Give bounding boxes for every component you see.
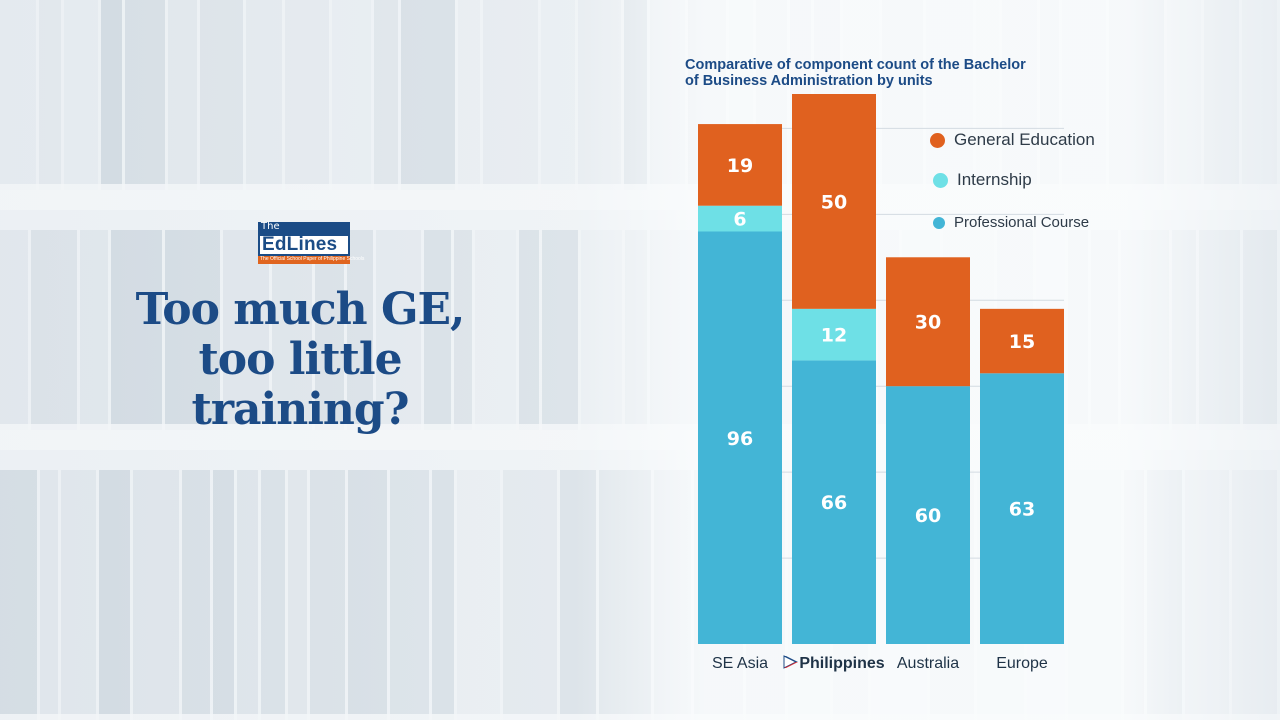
x-tick-label: SE Asia bbox=[712, 655, 768, 672]
bar-segment-internship bbox=[698, 205, 782, 232]
legend-dot-professional-course bbox=[933, 216, 945, 229]
logo-tagline: The Official School Paper of Philippine … bbox=[260, 256, 365, 262]
flag-red-stripe bbox=[784, 662, 798, 668]
flag-blue-stripe bbox=[784, 656, 798, 662]
legend-item-general-education: General Education bbox=[930, 130, 1095, 150]
bar-segment-professional-course bbox=[980, 373, 1064, 644]
chart-title: Comparative of component count of the Ba… bbox=[685, 57, 1105, 89]
bar-segment-general-education bbox=[792, 94, 876, 309]
data-label-general-education: 30 bbox=[915, 312, 941, 334]
headline: Too much GE, too little training? bbox=[90, 285, 510, 435]
logo-the-text: The bbox=[261, 221, 280, 232]
chart-title-line-1: Comparative of component count of the Ba… bbox=[685, 57, 1026, 73]
data-label-internship: 6 bbox=[733, 209, 746, 231]
edlines-logo: The EdLines The Official School Paper of… bbox=[258, 221, 364, 264]
data-label-internship: 12 bbox=[821, 325, 847, 347]
bar-segment-professional-course bbox=[886, 386, 970, 644]
legend-dot-internship bbox=[933, 172, 948, 188]
legend-dot-general-education bbox=[930, 132, 945, 148]
philippines-flag-icon bbox=[783, 655, 798, 669]
data-label-general-education: 15 bbox=[1009, 331, 1035, 353]
data-label-professional-course: 96 bbox=[727, 428, 753, 450]
headline-line-1: Too much GE, bbox=[135, 284, 466, 335]
data-label-professional-course: 66 bbox=[821, 492, 847, 514]
chart-title-line-2: of Business Administration by units bbox=[685, 73, 933, 89]
bar-segment-general-education bbox=[886, 257, 970, 387]
logo-name-text: EdLines bbox=[262, 234, 338, 255]
data-label-professional-course: 63 bbox=[1009, 499, 1035, 521]
bar-segment-general-education bbox=[698, 124, 782, 206]
legend-label-internship: Internship bbox=[957, 170, 1032, 189]
bar-segment-professional-course bbox=[698, 231, 782, 644]
x-tick-label: Philippines bbox=[799, 655, 884, 672]
legend-item-internship: Internship bbox=[933, 170, 1032, 190]
x-tick-label: Australia bbox=[897, 655, 959, 672]
data-label-general-education: 19 bbox=[727, 155, 753, 177]
data-label-general-education: 50 bbox=[821, 191, 847, 213]
x-tick-label: Europe bbox=[996, 655, 1048, 672]
legend-label-general-education: General Education bbox=[954, 130, 1095, 149]
bar-segment-professional-course bbox=[792, 360, 876, 644]
data-label-professional-course: 60 bbox=[915, 505, 941, 527]
legend-item-professional-course: Professional Course bbox=[933, 214, 1089, 231]
legend-label-professional-course: Professional Course bbox=[954, 214, 1090, 231]
bar-segment-internship bbox=[792, 308, 876, 361]
headline-line-2: too little training? bbox=[191, 334, 410, 435]
bar-segment-general-education bbox=[980, 308, 1064, 374]
